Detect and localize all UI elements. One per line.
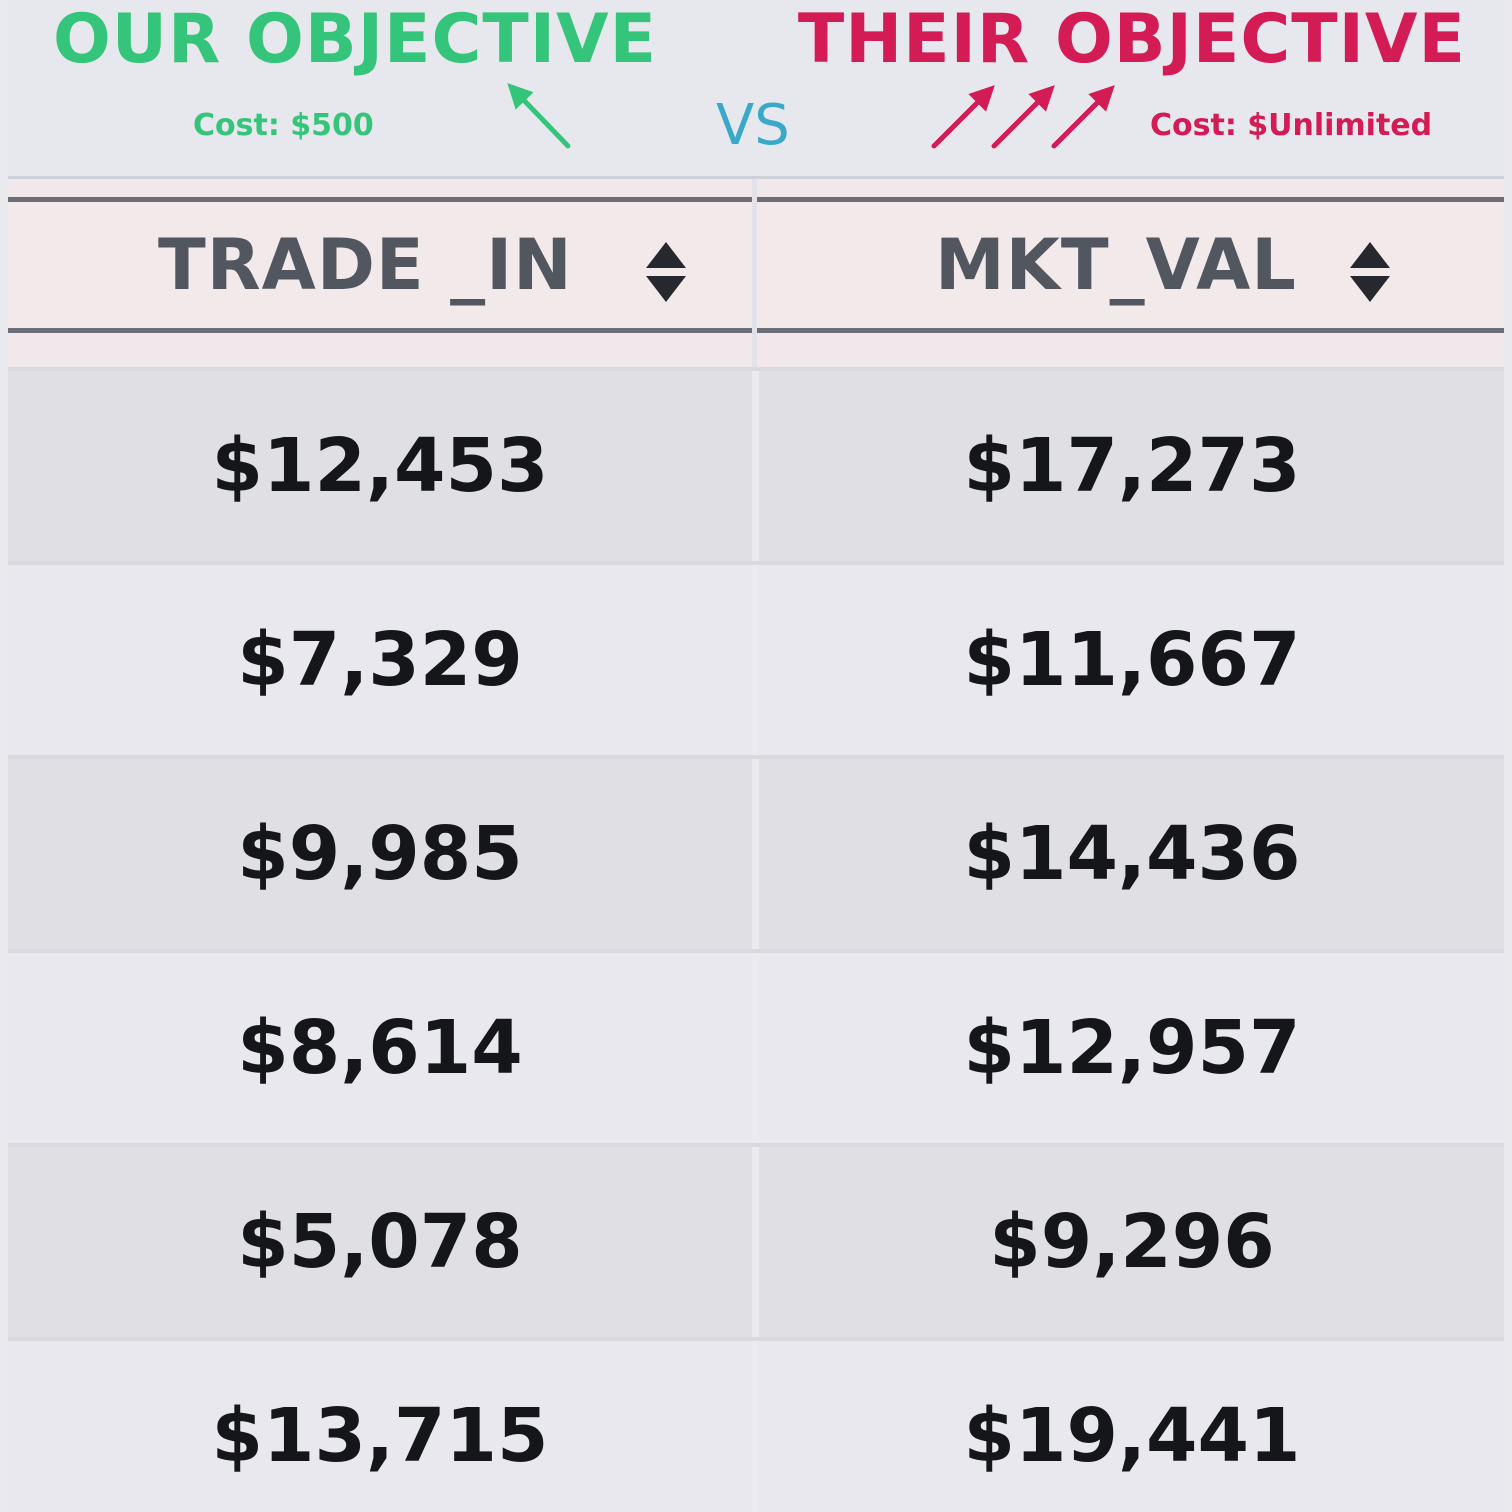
trade-in-cell: $13,715 <box>211 1393 549 1479</box>
table-row[interactable]: $7,329 $11,667 <box>8 561 1504 755</box>
cell-divider <box>752 759 759 949</box>
mkt-val-cell: $14,436 <box>963 811 1301 897</box>
trade-in-cell: $12,453 <box>211 423 549 509</box>
trade-in-cell: $8,614 <box>237 1005 523 1091</box>
column-header-mkt-val[interactable]: MKT_VAL <box>935 202 1455 328</box>
mkt-val-cell: $19,441 <box>963 1393 1301 1479</box>
column-header-label: MKT_VAL <box>935 224 1297 306</box>
arrow-up-left-icon <box>507 82 571 149</box>
trade-in-cell: $5,078 <box>237 1199 523 1285</box>
table-row[interactable]: $8,614 $12,957 <box>8 949 1504 1143</box>
mkt-val-cell: $9,296 <box>989 1199 1275 1285</box>
table-row[interactable]: $9,985 $14,436 <box>8 755 1504 949</box>
cell-divider <box>752 953 759 1143</box>
arrow-up-right-icon <box>1051 85 1115 149</box>
our-objective-title: OUR OBJECTIVE <box>53 0 658 79</box>
cell-divider <box>752 1341 759 1512</box>
sort-icon[interactable] <box>1348 240 1392 304</box>
table-row[interactable]: $5,078 $9,296 <box>8 1143 1504 1337</box>
vs-label: VS <box>716 93 790 158</box>
table-column-header-row: TRADE _IN MKT_VAL <box>8 197 1504 333</box>
mkt-val-cell: $12,957 <box>963 1005 1301 1091</box>
cell-divider <box>752 371 759 561</box>
mkt-val-cell: $11,667 <box>963 617 1301 703</box>
mkt-val-cell: $17,273 <box>963 423 1301 509</box>
their-objective-title: THEIR OBJECTIVE <box>797 0 1466 79</box>
table-body: $12,453 $17,273 $7,329 $11,667 $9,985 $1… <box>8 367 1504 1512</box>
sort-icon[interactable] <box>644 240 688 304</box>
table-row[interactable]: $13,715 $19,441 <box>8 1337 1504 1512</box>
table-row[interactable]: $12,453 $17,273 <box>8 367 1504 561</box>
column-header-label: TRADE _IN <box>158 224 573 306</box>
our-cost-label: Cost: $500 <box>193 108 374 143</box>
cell-divider <box>752 1147 759 1337</box>
arrow-up-right-icon <box>991 85 1055 149</box>
column-divider <box>752 179 757 367</box>
trade-in-cell: $9,985 <box>237 811 523 897</box>
arrow-up-right-icon <box>931 85 995 149</box>
trade-in-cell: $7,329 <box>237 617 523 703</box>
cell-divider <box>752 565 759 755</box>
column-header-trade-in[interactable]: TRADE _IN <box>158 202 718 328</box>
objective-header: OUR OBJECTIVE Cost: $500 VS THEIR OBJECT… <box>8 0 1504 179</box>
their-cost-label: Cost: $Unlimited <box>1150 108 1433 143</box>
